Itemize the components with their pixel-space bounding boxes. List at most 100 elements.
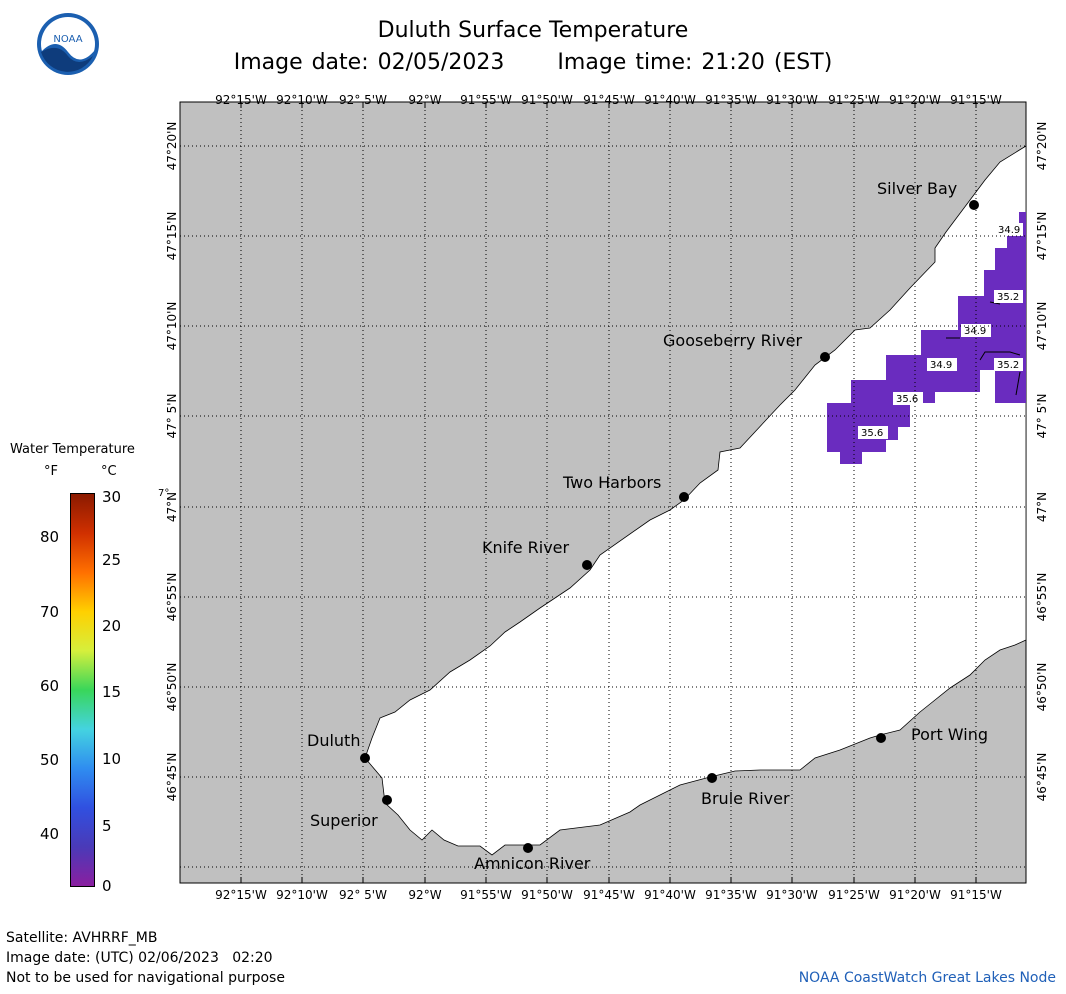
lat-label: 46°50'N bbox=[1035, 663, 1049, 712]
lon-label: 91°20'W bbox=[889, 888, 941, 902]
place-label-port-wing: Port Wing bbox=[911, 725, 988, 744]
port-wing-marker bbox=[876, 733, 886, 743]
lon-label: 91°55'W bbox=[460, 888, 512, 902]
image-date: Image date: 02/05/2023 bbox=[233, 50, 505, 75]
place-label-amnicon-river: Amnicon River bbox=[474, 854, 591, 873]
two-harbors-marker bbox=[679, 492, 689, 502]
place-label-brule-river: Brule River bbox=[701, 789, 790, 808]
lon-label: 92° 5'W bbox=[339, 93, 387, 107]
lon-label: 91°40'W bbox=[644, 888, 696, 902]
stray-label: 7° bbox=[158, 488, 170, 499]
lon-label: 91°15'W bbox=[950, 93, 1002, 107]
c-tick: 20 bbox=[102, 617, 122, 635]
image-time: Image time: 21:20 (EST) bbox=[557, 50, 833, 75]
lat-label: 47°20'N bbox=[165, 122, 179, 171]
f-tick: 50 bbox=[40, 751, 60, 769]
page-subtitle: Image date: 02/05/2023 Image time: 21:20… bbox=[0, 50, 1066, 75]
navigation-warning: Not to be used for navigational purpose bbox=[6, 970, 285, 986]
lon-label: 91°35'W bbox=[705, 888, 757, 902]
lon-label: 91°30'W bbox=[766, 93, 818, 107]
c-tick: 5 bbox=[102, 817, 112, 835]
lon-labels-top: 92°15'W 92°10'W 92° 5'W 92°W 91°55'W 91°… bbox=[215, 93, 1002, 107]
lat-label: 47°20'N bbox=[1035, 122, 1049, 171]
c-tick: 15 bbox=[102, 683, 122, 701]
c-tick: 10 bbox=[102, 750, 122, 768]
lon-label: 91°40'W bbox=[644, 93, 696, 107]
lon-label: 92°10'W bbox=[276, 888, 328, 902]
lat-label: 47°10'N bbox=[1035, 302, 1049, 351]
contour-label: 35.6 bbox=[896, 394, 918, 405]
lon-label: 91°15'W bbox=[950, 888, 1002, 902]
duluth-marker bbox=[360, 753, 370, 763]
lat-label: 47°N bbox=[1035, 492, 1049, 522]
f-tick: 70 bbox=[40, 603, 60, 621]
graticule bbox=[180, 102, 1026, 883]
svg-text:NOAA: NOAA bbox=[53, 34, 82, 45]
lon-label: 91°50'W bbox=[521, 93, 573, 107]
cold-water-region bbox=[827, 212, 1026, 464]
lat-label: 46°55'N bbox=[165, 573, 179, 622]
lon-label: 91°45'W bbox=[583, 888, 635, 902]
place-label-two-harbors: Two Harbors bbox=[562, 473, 661, 492]
page-title: Duluth Surface Temperature bbox=[377, 18, 689, 43]
utc-date: Image date: (UTC) 02/06/2023 02:20 bbox=[6, 950, 273, 966]
noaa-logo-icon: NOAA bbox=[37, 13, 99, 75]
lon-label: 91°25'W bbox=[828, 93, 880, 107]
lat-labels-left: 47°20'N 47°15'N 47°10'N 47° 5'N 47°N 46°… bbox=[165, 122, 179, 802]
lat-label: 47° 5'N bbox=[165, 394, 179, 439]
lon-label: 91°25'W bbox=[828, 888, 880, 902]
credit: NOAA CoastWatch Great Lakes Node bbox=[798, 970, 1056, 986]
knife-river-marker bbox=[582, 560, 592, 570]
lon-label: 91°30'W bbox=[766, 888, 818, 902]
silver-bay-marker bbox=[969, 200, 979, 210]
lat-label: 47°15'N bbox=[165, 212, 179, 261]
contour-label: 34.9 bbox=[998, 225, 1020, 236]
place-markers bbox=[360, 200, 979, 853]
lat-label: 47° 5'N bbox=[1035, 394, 1049, 439]
c-tick: 30 bbox=[102, 488, 122, 506]
lon-label: 92°W bbox=[408, 93, 441, 107]
lat-label: 47°N bbox=[165, 492, 179, 522]
lat-label: 47°10'N bbox=[165, 302, 179, 351]
legend-unit-c: °C bbox=[101, 464, 117, 479]
c-tick: 0 bbox=[102, 877, 112, 895]
lon-label: 92° 5'W bbox=[339, 888, 387, 902]
place-labels: Silver Bay Gooseberry River Two Harbors … bbox=[307, 179, 988, 873]
f-tick: 40 bbox=[40, 825, 60, 843]
superior-marker bbox=[382, 795, 392, 805]
lon-label: 92°15'W bbox=[215, 93, 267, 107]
temperature-colorbar bbox=[70, 493, 95, 887]
lon-label: 91°20'W bbox=[889, 93, 941, 107]
legend-title: Water Temperature bbox=[10, 442, 135, 457]
c-tick: 25 bbox=[102, 551, 122, 569]
place-label-superior: Superior bbox=[310, 811, 378, 830]
place-label-knife-river: Knife River bbox=[482, 538, 570, 557]
lat-label: 46°50'N bbox=[165, 663, 179, 712]
f-tick: 60 bbox=[40, 677, 60, 695]
lon-label: 91°35'W bbox=[705, 93, 757, 107]
lon-label: 91°55'W bbox=[460, 93, 512, 107]
place-label-gooseberry-river: Gooseberry River bbox=[663, 331, 802, 350]
f-tick: 80 bbox=[40, 528, 60, 546]
lat-label: 47°15'N bbox=[1035, 212, 1049, 261]
contour-label: 35.6 bbox=[861, 428, 883, 439]
gooseberry-river-marker bbox=[820, 352, 830, 362]
lat-label: 46°55'N bbox=[1035, 573, 1049, 622]
lat-labels-right: 47°20'N 47°15'N 47°10'N 47° 5'N 47°N 46°… bbox=[1035, 122, 1049, 802]
lat-label: 46°45'N bbox=[165, 753, 179, 802]
place-label-silver-bay: Silver Bay bbox=[877, 179, 957, 198]
lon-label: 92°10'W bbox=[276, 93, 328, 107]
lon-label: 91°45'W bbox=[583, 93, 635, 107]
lon-labels-bottom: 92°15'W 92°10'W 92° 5'W 92°W 91°55'W 91°… bbox=[215, 888, 1002, 902]
lon-label: 92°15'W bbox=[215, 888, 267, 902]
contour-label: 35.2 bbox=[997, 360, 1019, 371]
satellite-info: Satellite: AVHRRF_MB bbox=[6, 930, 158, 946]
brule-river-marker bbox=[707, 773, 717, 783]
legend-unit-f: °F bbox=[44, 464, 58, 479]
lat-label: 46°45'N bbox=[1035, 753, 1049, 802]
contour-label: 34.9 bbox=[930, 360, 952, 371]
amnicon-river-marker bbox=[523, 843, 533, 853]
lon-label: 92°W bbox=[408, 888, 441, 902]
contour-label: 35.2 bbox=[997, 292, 1019, 303]
